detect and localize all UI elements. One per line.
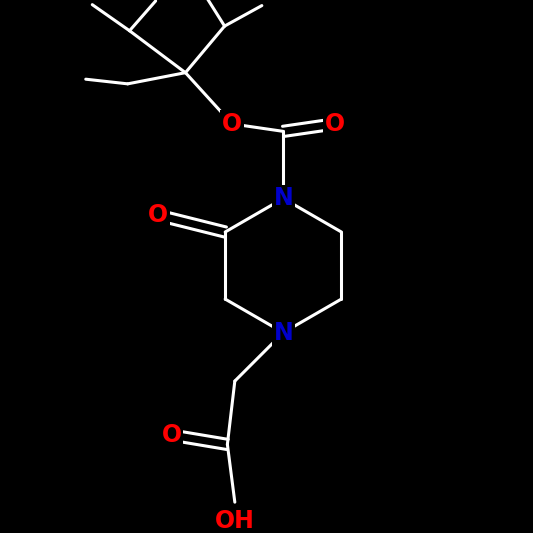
Text: O: O <box>325 112 344 136</box>
Text: O: O <box>222 112 242 136</box>
Text: N: N <box>273 321 293 345</box>
Text: OH: OH <box>215 509 255 533</box>
Text: O: O <box>161 423 182 447</box>
Text: O: O <box>148 203 168 227</box>
Text: N: N <box>273 187 293 211</box>
